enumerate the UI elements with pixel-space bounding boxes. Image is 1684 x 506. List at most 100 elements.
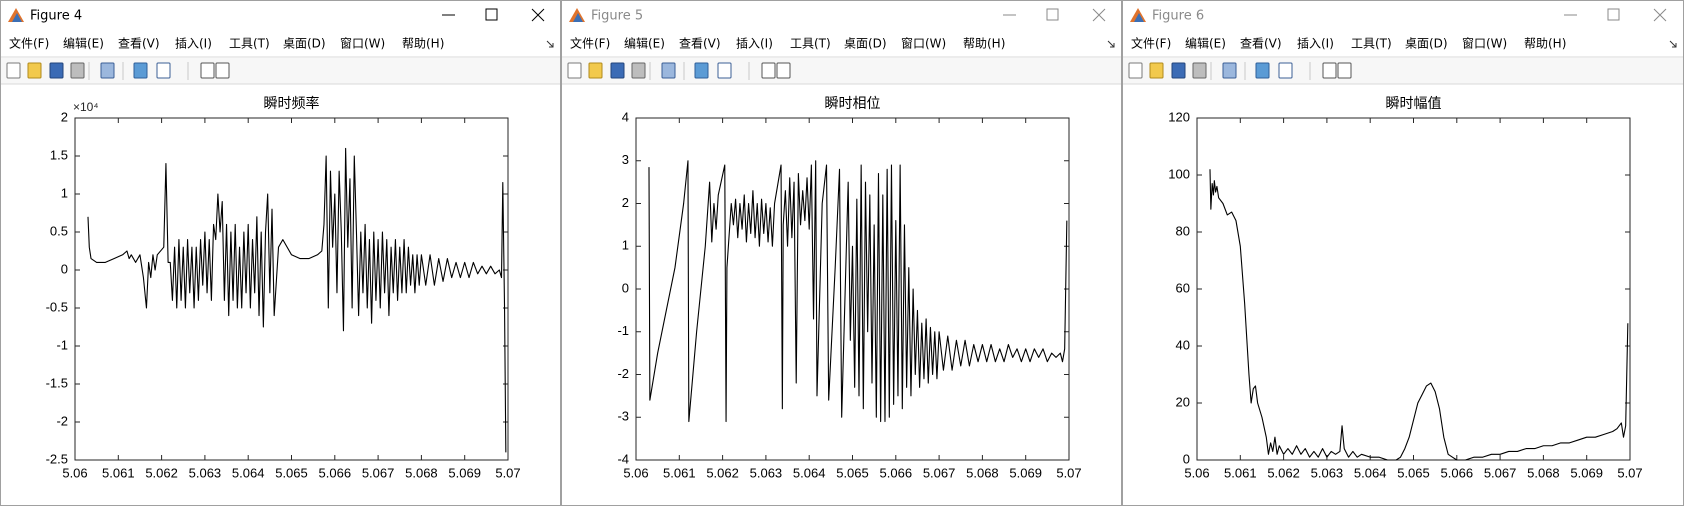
menu-item[interactable]: 帮助(H) xyxy=(402,37,444,51)
toolbar-button[interactable] xyxy=(610,62,625,79)
app-icon-detail xyxy=(12,13,22,22)
toolbar-button[interactable] xyxy=(588,62,603,79)
window-title: Figure 4 xyxy=(30,9,82,24)
toolbar-button[interactable] xyxy=(567,62,582,79)
y-tick-label: 0 xyxy=(1183,451,1190,466)
toolbar-button[interactable] xyxy=(1337,62,1352,79)
toolbar-button[interactable] xyxy=(200,62,215,79)
y-tick-label: 0 xyxy=(622,280,629,295)
menu-arrow[interactable] xyxy=(1669,40,1677,48)
close-button[interactable] xyxy=(531,8,545,22)
menu-item[interactable]: 插入(I) xyxy=(175,37,212,51)
toolbar-button[interactable] xyxy=(215,62,230,79)
menu-item[interactable]: 工具(T) xyxy=(790,37,831,51)
x-tick-label: 5.062 xyxy=(706,465,739,480)
menu-item[interactable]: 帮助(H) xyxy=(1524,37,1566,51)
x-tick-label: 5.068 xyxy=(966,465,999,480)
menu-item[interactable]: 桌面(D) xyxy=(844,37,887,51)
y-tick-label: -3 xyxy=(617,409,629,424)
toolbar-button[interactable] xyxy=(694,62,709,79)
menu-item[interactable]: 查看(V) xyxy=(679,37,721,51)
menu-item[interactable]: 文件(F) xyxy=(570,36,610,51)
menu-item[interactable]: 查看(V) xyxy=(118,37,160,51)
x-tick-label: 5.06 xyxy=(1184,465,1209,480)
menu-item[interactable]: 桌面(D) xyxy=(1405,37,1448,51)
toolbar-button[interactable] xyxy=(156,62,171,79)
toolbar xyxy=(562,58,1121,84)
toolbar-button[interactable] xyxy=(133,62,148,79)
toolbar-button[interactable] xyxy=(1222,62,1237,79)
toolbar-button[interactable] xyxy=(717,62,732,79)
menu-item[interactable]: 编辑(E) xyxy=(63,36,104,51)
app-icon-detail xyxy=(573,13,583,22)
x-tick-label: 5.067 xyxy=(362,465,395,480)
menu-item[interactable]: 插入(I) xyxy=(1297,37,1334,51)
y-tick-label: -1.5 xyxy=(46,375,68,390)
menu-item[interactable]: 窗口(W) xyxy=(901,37,946,51)
toolbar-button[interactable] xyxy=(70,62,85,79)
menu-item[interactable]: 编辑(E) xyxy=(1185,36,1226,51)
menu-item[interactable]: 窗口(W) xyxy=(340,37,385,51)
close-button[interactable] xyxy=(1092,8,1106,22)
toolbar-button[interactable] xyxy=(1322,62,1337,79)
menu-item[interactable]: 工具(T) xyxy=(229,37,270,51)
y-tick-label: 0 xyxy=(61,261,68,276)
x-tick-label: 5.061 xyxy=(663,465,696,480)
chart-title: 瞬时频率 xyxy=(264,95,320,112)
y-tick-label: 80 xyxy=(1176,223,1190,238)
x-tick-label: 5.068 xyxy=(405,465,438,480)
menu-arrow[interactable] xyxy=(546,40,554,48)
menu-item[interactable]: 编辑(E) xyxy=(624,36,665,51)
y-tick-label: -1 xyxy=(56,337,68,352)
x-tick-label: 5.063 xyxy=(750,465,783,480)
plot-area xyxy=(1197,118,1630,460)
x-tick-label: 5.066 xyxy=(319,465,352,480)
maximize-button[interactable] xyxy=(1046,8,1059,21)
y-tick-label: -2 xyxy=(617,366,629,381)
x-tick-label: 5.069 xyxy=(1009,465,1042,480)
y-tick-label: -2.5 xyxy=(46,451,68,466)
chart-title: 瞬时相位 xyxy=(825,96,881,112)
y-tick-label: -4 xyxy=(617,451,629,466)
y-tick-label: 1.5 xyxy=(50,147,68,162)
toolbar-button[interactable] xyxy=(1278,62,1293,79)
toolbar-button[interactable] xyxy=(1128,62,1143,79)
close-button[interactable] xyxy=(1653,8,1667,22)
toolbar-button[interactable] xyxy=(100,62,115,79)
maximize-button[interactable] xyxy=(1607,8,1620,21)
toolbar-button[interactable] xyxy=(6,62,21,79)
menu-item[interactable]: 工具(T) xyxy=(1351,37,1392,51)
maximize-button[interactable] xyxy=(485,8,498,21)
toolbar-button[interactable] xyxy=(761,62,776,79)
x-tick-label: 5.07 xyxy=(1617,465,1642,480)
x-tick-label: 5.066 xyxy=(1441,465,1474,480)
toolbar-button[interactable] xyxy=(1171,62,1186,79)
x-tick-label: 5.065 xyxy=(836,465,869,480)
menu-arrow[interactable] xyxy=(1107,40,1115,48)
toolbar-button[interactable] xyxy=(1255,62,1270,79)
signal-line xyxy=(87,147,507,453)
figure-window: Figure 6 文件(F) 编辑(E) 查看(V) 插入(I) 工具(T) 桌面(D) 窗口… xyxy=(1122,0,1684,506)
menu-item[interactable]: 插入(I) xyxy=(736,37,773,51)
window-title: Figure 6 xyxy=(1152,9,1204,24)
toolbar-button[interactable] xyxy=(49,62,64,79)
plot-area xyxy=(75,118,508,460)
app-icon-detail xyxy=(1134,13,1144,22)
toolbar-button[interactable] xyxy=(631,62,646,79)
menu-item[interactable]: 帮助(H) xyxy=(963,37,1005,51)
toolbar-button[interactable] xyxy=(27,62,42,79)
menu-item[interactable]: 窗口(W) xyxy=(1462,37,1507,51)
menu-item[interactable]: 文件(F) xyxy=(9,36,49,51)
toolbar-button[interactable] xyxy=(661,62,676,79)
menu-item[interactable]: 查看(V) xyxy=(1240,37,1282,51)
y-tick-label: 2 xyxy=(622,195,629,210)
menu-item[interactable]: 桌面(D) xyxy=(283,37,326,51)
figure-window: Figure 5 文件(F) 编辑(E) 查看(V) 插入(I) 工具(T) 桌面(D) 窗口… xyxy=(561,0,1122,506)
y-tick-label: -2 xyxy=(56,413,68,428)
toolbar-button[interactable] xyxy=(1192,62,1207,79)
toolbar-button[interactable] xyxy=(1149,62,1164,79)
toolbar-button[interactable] xyxy=(776,62,791,79)
menu-item[interactable]: 文件(F) xyxy=(1131,36,1171,51)
x-tick-label: 5.062 xyxy=(145,465,178,480)
y-tick-label: 20 xyxy=(1176,394,1190,409)
